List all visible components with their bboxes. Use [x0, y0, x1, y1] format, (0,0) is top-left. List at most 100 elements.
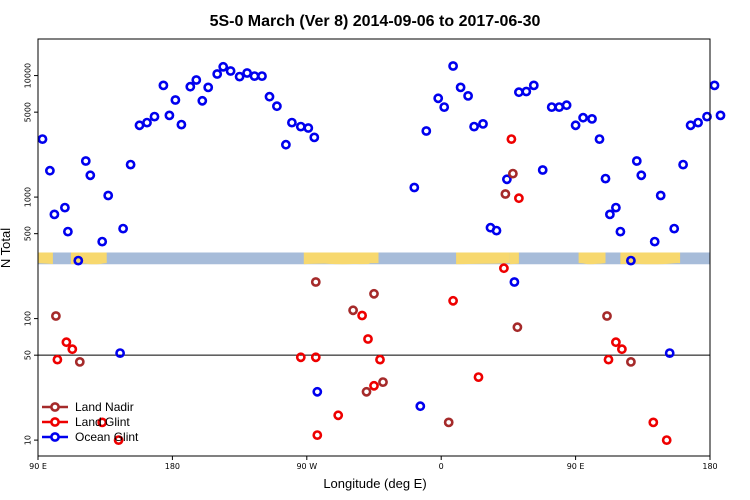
land-nadir-point-3 [348, 305, 358, 316]
ocean-glint-point-52 [509, 277, 520, 287]
ocean-glint-point-31 [264, 91, 275, 102]
ocean-glint-point-9 [103, 190, 114, 201]
ocean-glint-point-33 [280, 139, 291, 150]
y-tick-label-4: 1000 [24, 187, 33, 207]
ocean-glint-point-10 [115, 348, 125, 358]
ocean-glint-point-2 [49, 209, 60, 220]
map-landmass-5 [351, 252, 370, 256]
land-glint-point-11 [369, 380, 379, 391]
world-map-strip [38, 252, 710, 265]
land-glint-point-0 [52, 354, 63, 365]
ocean-glint-point-61 [578, 112, 588, 123]
ocean-glint-point-50 [491, 225, 502, 236]
ocean-glint-point-71 [649, 236, 660, 247]
ocean-glint-point-28 [242, 68, 252, 78]
ocean-glint-point-48 [478, 119, 488, 129]
y-tick-label-1: 50 [24, 350, 33, 360]
ocean-glint-point-30 [257, 71, 267, 81]
ocean-glint-point-26 [225, 66, 236, 76]
legend-marker-ocean-glint [50, 432, 60, 442]
ocean-glint-point-62 [587, 114, 597, 124]
x-tick-label-5: 180 [702, 462, 717, 471]
y-tick-label-0: 10 [24, 435, 33, 445]
land-nadir-point-7 [443, 417, 454, 428]
ocean-glint-point-70 [636, 170, 647, 181]
ocean-glint-point-77 [693, 117, 703, 128]
ocean-glint-point-46 [463, 91, 473, 101]
ocean-glint-point-20 [185, 81, 196, 92]
ocean-glint-point-74 [669, 223, 680, 234]
ocean-glint-point-51 [501, 174, 512, 185]
ocean-glint-point-1 [45, 165, 55, 176]
land-nadir-point-10 [512, 322, 523, 333]
ocean-glint-point-15 [149, 111, 160, 122]
ocean-glint-point-78 [702, 111, 712, 122]
land-glint-point-4 [113, 435, 124, 445]
ocean-glint-point-42 [433, 93, 444, 104]
ocean-glint-point-39 [409, 182, 420, 193]
ocean-glint-point-6 [80, 156, 91, 166]
land-glint-point-13 [448, 295, 458, 306]
legend-label-ocean-glint: Ocean Glint [75, 430, 139, 444]
legend-marker-land-glint [50, 417, 60, 427]
ocean-glint-point-36 [303, 123, 314, 133]
x-axis-label: Longitude (deg E) [323, 476, 426, 491]
x-tick-label-4: 90 E [567, 462, 585, 471]
map-landmass-3 [623, 258, 681, 265]
y-tick-label-3: 500 [24, 226, 33, 241]
legend-marker-land-nadir [50, 402, 60, 412]
map-landmass-4 [581, 259, 600, 265]
land-nadir-point-11 [602, 311, 612, 321]
x-tick-label-1: 180 [165, 462, 180, 471]
land-glint-point-22 [661, 435, 672, 445]
x-axis: 90 E 180 90 W 0 90 E 180 [29, 456, 718, 471]
land-nadir-point-12 [626, 356, 636, 367]
ocean-glint-point-54 [521, 86, 532, 97]
ocean-glint-point-80 [715, 110, 726, 121]
land-glint-point-18 [603, 354, 614, 365]
x-tick-label-2: 90 W [296, 462, 317, 471]
map-land-5 [509, 252, 519, 265]
ocean-glint-point-23 [203, 82, 214, 93]
ocean-glint-point-27 [234, 71, 245, 82]
map-landmass-1 [459, 253, 509, 262]
ocean-glint-point-40 [415, 401, 426, 412]
ocean-glint-point-0 [37, 134, 48, 144]
ocean-glint-point-43 [439, 102, 450, 112]
land-nadir-point-8 [500, 189, 511, 199]
land-glint-point-8 [333, 410, 344, 421]
y-tick-label-6: 10000 [24, 63, 33, 88]
y-axis-label: N Total [0, 228, 13, 268]
land-glint-point-2 [67, 344, 78, 355]
ocean-glint-point-32 [271, 101, 282, 112]
y-tick-label-5: 5000 [24, 102, 33, 122]
ocean-glint-point-17 [164, 110, 175, 121]
data-points [37, 61, 726, 445]
ocean-glint-point-63 [594, 134, 605, 144]
ocean-glint-point-34 [286, 117, 297, 128]
ocean-glint-point-73 [664, 348, 675, 358]
land-glint-point-20 [617, 344, 627, 355]
ocean-glint-point-12 [125, 159, 136, 170]
land-glint-point-16 [506, 134, 517, 144]
ocean-glint-point-29 [249, 71, 260, 81]
map-landmass-0 [306, 254, 379, 265]
land-nadir-point-6 [378, 377, 388, 387]
land-nadir-point-0 [51, 311, 61, 321]
ocean-glint-point-8 [97, 236, 108, 247]
land-glint-point-15 [498, 263, 509, 274]
ocean-glint-point-7 [85, 170, 96, 181]
ocean-glint-point-16 [158, 80, 169, 91]
ocean-glint-point-56 [537, 165, 548, 175]
ocean-glint-point-41 [421, 126, 432, 136]
land-nadir-point-1 [74, 356, 85, 367]
land-glint-point-17 [514, 193, 524, 204]
land-glint-point-6 [310, 352, 321, 363]
legend-label-land-glint: Land Glint [75, 415, 130, 429]
ocean-glint-point-47 [469, 121, 479, 132]
ocean-glint-point-25 [218, 61, 229, 72]
ocean-glint-point-69 [631, 156, 642, 166]
ocean-glint-point-38 [312, 386, 323, 397]
ocean-glint-point-4 [63, 226, 73, 237]
land-glint-point-19 [611, 337, 621, 348]
